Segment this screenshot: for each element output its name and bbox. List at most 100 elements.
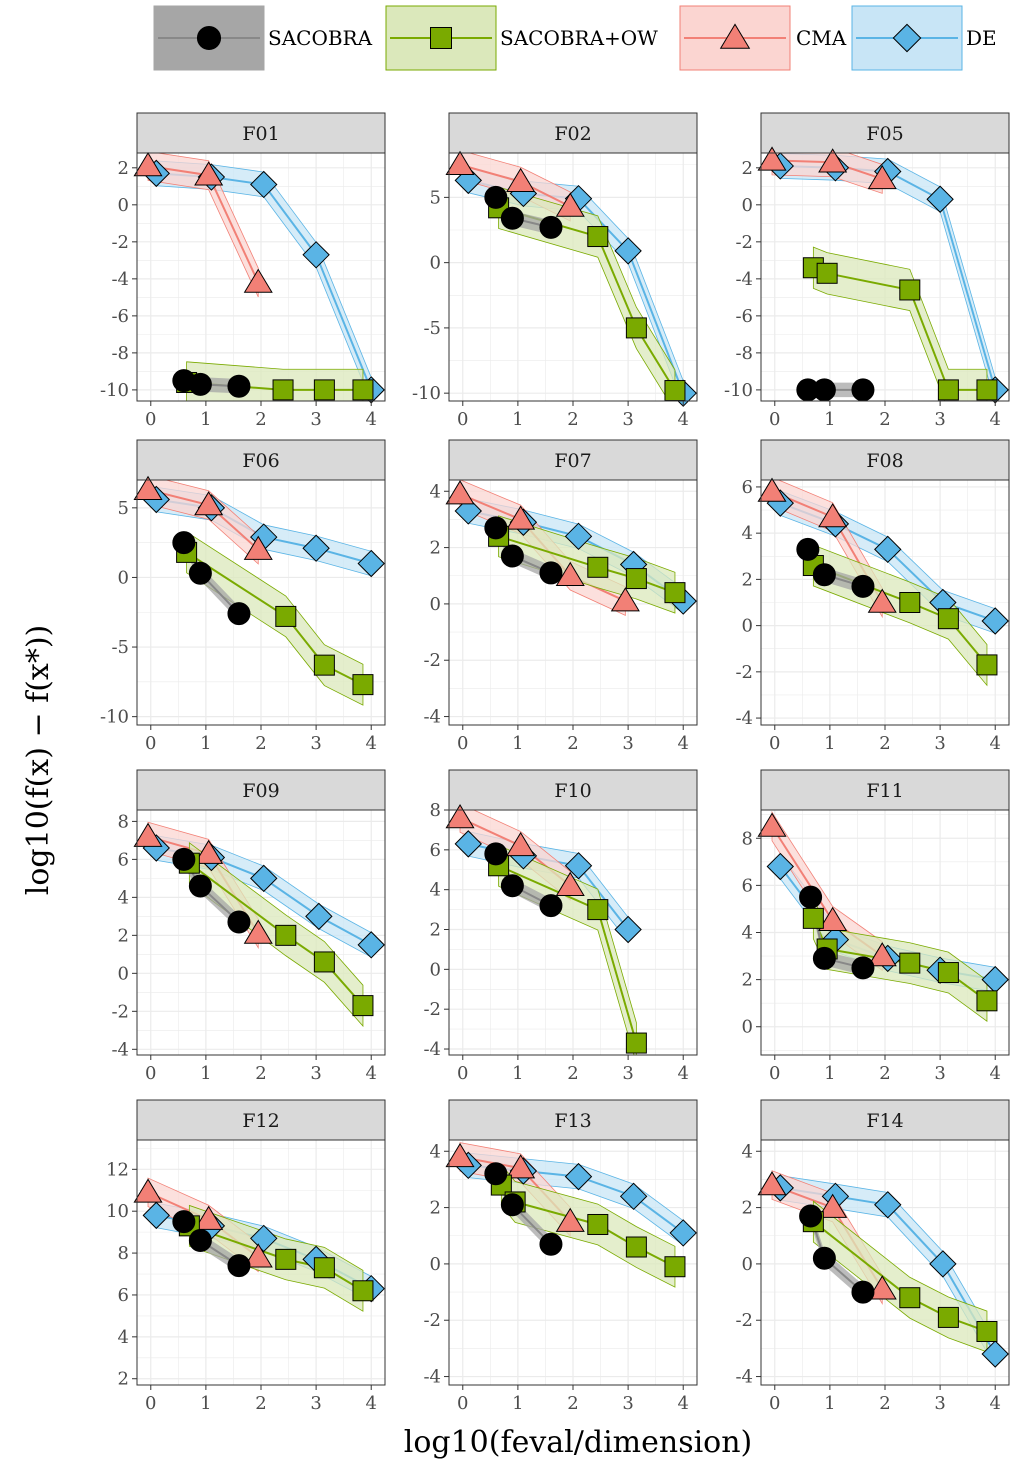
- y-tick-label: -2: [423, 1310, 441, 1331]
- x-tick-label: 4: [989, 1393, 1000, 1414]
- y-tick-label: -5: [423, 318, 441, 339]
- marker-cma: [506, 831, 536, 857]
- marker-cma: [555, 871, 585, 896]
- x-tick-label: 3: [934, 733, 945, 754]
- y-tick-label: 2: [118, 158, 129, 179]
- marker-de: [250, 170, 278, 199]
- marker-cma: [757, 146, 787, 171]
- y-tick-label: 4: [118, 887, 129, 908]
- marker-cma: [867, 942, 897, 967]
- y-tick-label: -5: [111, 637, 129, 658]
- markers: [445, 803, 647, 1054]
- marker-sacobra: [188, 874, 212, 898]
- marker-cma: [243, 1243, 273, 1268]
- marker-sacobra-plus-ow: [313, 654, 335, 676]
- marker-sacobra: [796, 537, 820, 561]
- panel-title: F09: [242, 780, 279, 802]
- marker-sacobra-plus-ow: [587, 1213, 609, 1235]
- x-tick-label: 3: [934, 409, 945, 430]
- marker-sacobra: [484, 185, 508, 209]
- x-tick-label: 0: [769, 1063, 780, 1084]
- markers: [133, 475, 385, 696]
- marker-cma: [610, 587, 640, 612]
- panel-strip: [760, 1099, 1010, 1141]
- marker-sacobra: [500, 544, 524, 568]
- legend-entry-de: DE: [851, 5, 997, 71]
- marker-sacobra-plus-ow: [313, 379, 335, 401]
- marker-de: [250, 1224, 278, 1253]
- x-tick-label: 1: [824, 1063, 835, 1084]
- marker-sacobra: [812, 1246, 836, 1270]
- marker-cma: [243, 268, 273, 293]
- x-tick-label: 2: [567, 733, 578, 754]
- x-axis-title: log10(feval/dimension): [404, 1425, 753, 1460]
- marker-sacobra-plus-ow: [937, 962, 959, 984]
- x-tick-label: 4: [677, 1063, 688, 1084]
- marker-cma: [194, 491, 224, 516]
- x-tick-label: 0: [457, 1393, 468, 1414]
- marker-cma: [506, 1154, 536, 1179]
- marker-sacobra-plus-ow: [352, 379, 374, 401]
- x-tick-label: 2: [879, 1063, 890, 1084]
- y-tick-label: 8: [118, 811, 129, 832]
- marker-cma: [818, 1193, 848, 1218]
- panel-f10: F10 0 1 2 3 4 8 6 4 2 0 -2 -4: [423, 769, 698, 1084]
- y-tick-label: 12: [106, 1159, 129, 1180]
- marker-sacobra-plus-ow: [664, 380, 686, 402]
- x-tick-label: 0: [457, 733, 468, 754]
- markers: [757, 146, 1009, 404]
- markers: [445, 480, 697, 615]
- x-tick-label: 0: [457, 409, 468, 430]
- band-sacobra: [495, 846, 551, 913]
- y-tick-label: 5: [430, 187, 441, 208]
- panel-f02: F02 0 1 2 3 4 5 0 -5 -10: [412, 112, 698, 430]
- marker-cma: [818, 906, 848, 931]
- y-tick-label: -2: [423, 650, 441, 671]
- marker-sacobra-plus-ow: [625, 317, 647, 339]
- marker-sacobra-plus-ow: [272, 379, 294, 401]
- panel-f14: F14 0 1 2 3 4 4 2 0 -2 -4: [735, 1099, 1010, 1414]
- marker-sacobra: [227, 374, 251, 398]
- x-tick-label: 0: [145, 1393, 156, 1414]
- marker-de: [766, 852, 794, 881]
- panel-strip: [136, 439, 386, 481]
- y-tick-label: 5: [118, 498, 129, 519]
- marker-sacobra: [484, 1162, 508, 1186]
- x-tick-label: 0: [145, 409, 156, 430]
- marker-de: [357, 931, 385, 959]
- panel-strip: [448, 439, 698, 481]
- series-line-sacobra-plus-ow: [186, 551, 364, 686]
- panel-title: F02: [554, 123, 591, 145]
- series-line-sacobra-plus-ow: [189, 1224, 364, 1292]
- marker-sacobra: [172, 531, 196, 555]
- x-tick-label: 4: [677, 1393, 688, 1414]
- marker-sacobra-plus-ow: [625, 568, 647, 590]
- series-line-sacobra-plus-ow: [498, 535, 676, 594]
- x-tick-label: 1: [200, 409, 211, 430]
- marker-sacobra: [484, 842, 508, 866]
- marker-de: [614, 237, 642, 265]
- marker-sacobra-plus-ow: [899, 592, 921, 613]
- x-tick-label: 3: [622, 733, 633, 754]
- x-tick-label: 2: [879, 409, 890, 430]
- marker-de: [302, 241, 330, 269]
- marker-cma: [867, 164, 897, 190]
- legend-label: DE: [966, 26, 997, 50]
- y-tick-label: -2: [735, 662, 753, 683]
- marker-sacobra: [500, 1193, 524, 1217]
- marker-cma: [506, 167, 536, 192]
- x-tick-label: 3: [310, 1063, 321, 1084]
- marker-cma: [445, 1142, 475, 1168]
- x-tick-label: 0: [145, 1063, 156, 1084]
- marker-sacobra: [851, 1280, 875, 1304]
- x-tick-label: 2: [567, 409, 578, 430]
- x-tick-label: 2: [255, 733, 266, 754]
- y-tick-label: 6: [118, 1285, 129, 1306]
- marker-sacobra: [484, 516, 508, 540]
- marker-sacobra: [188, 1229, 212, 1253]
- marker-de: [929, 1250, 957, 1278]
- marker-cma: [445, 480, 475, 505]
